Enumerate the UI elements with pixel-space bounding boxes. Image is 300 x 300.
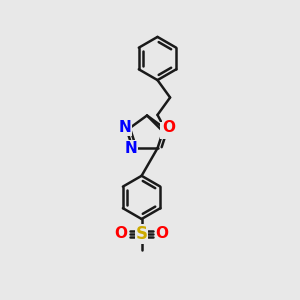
Text: S: S: [161, 123, 172, 138]
Text: S: S: [136, 225, 148, 243]
Text: O: O: [155, 226, 169, 242]
Text: O: O: [163, 120, 176, 135]
Text: N: N: [125, 141, 138, 156]
Text: O: O: [115, 226, 128, 242]
Text: N: N: [118, 120, 131, 135]
